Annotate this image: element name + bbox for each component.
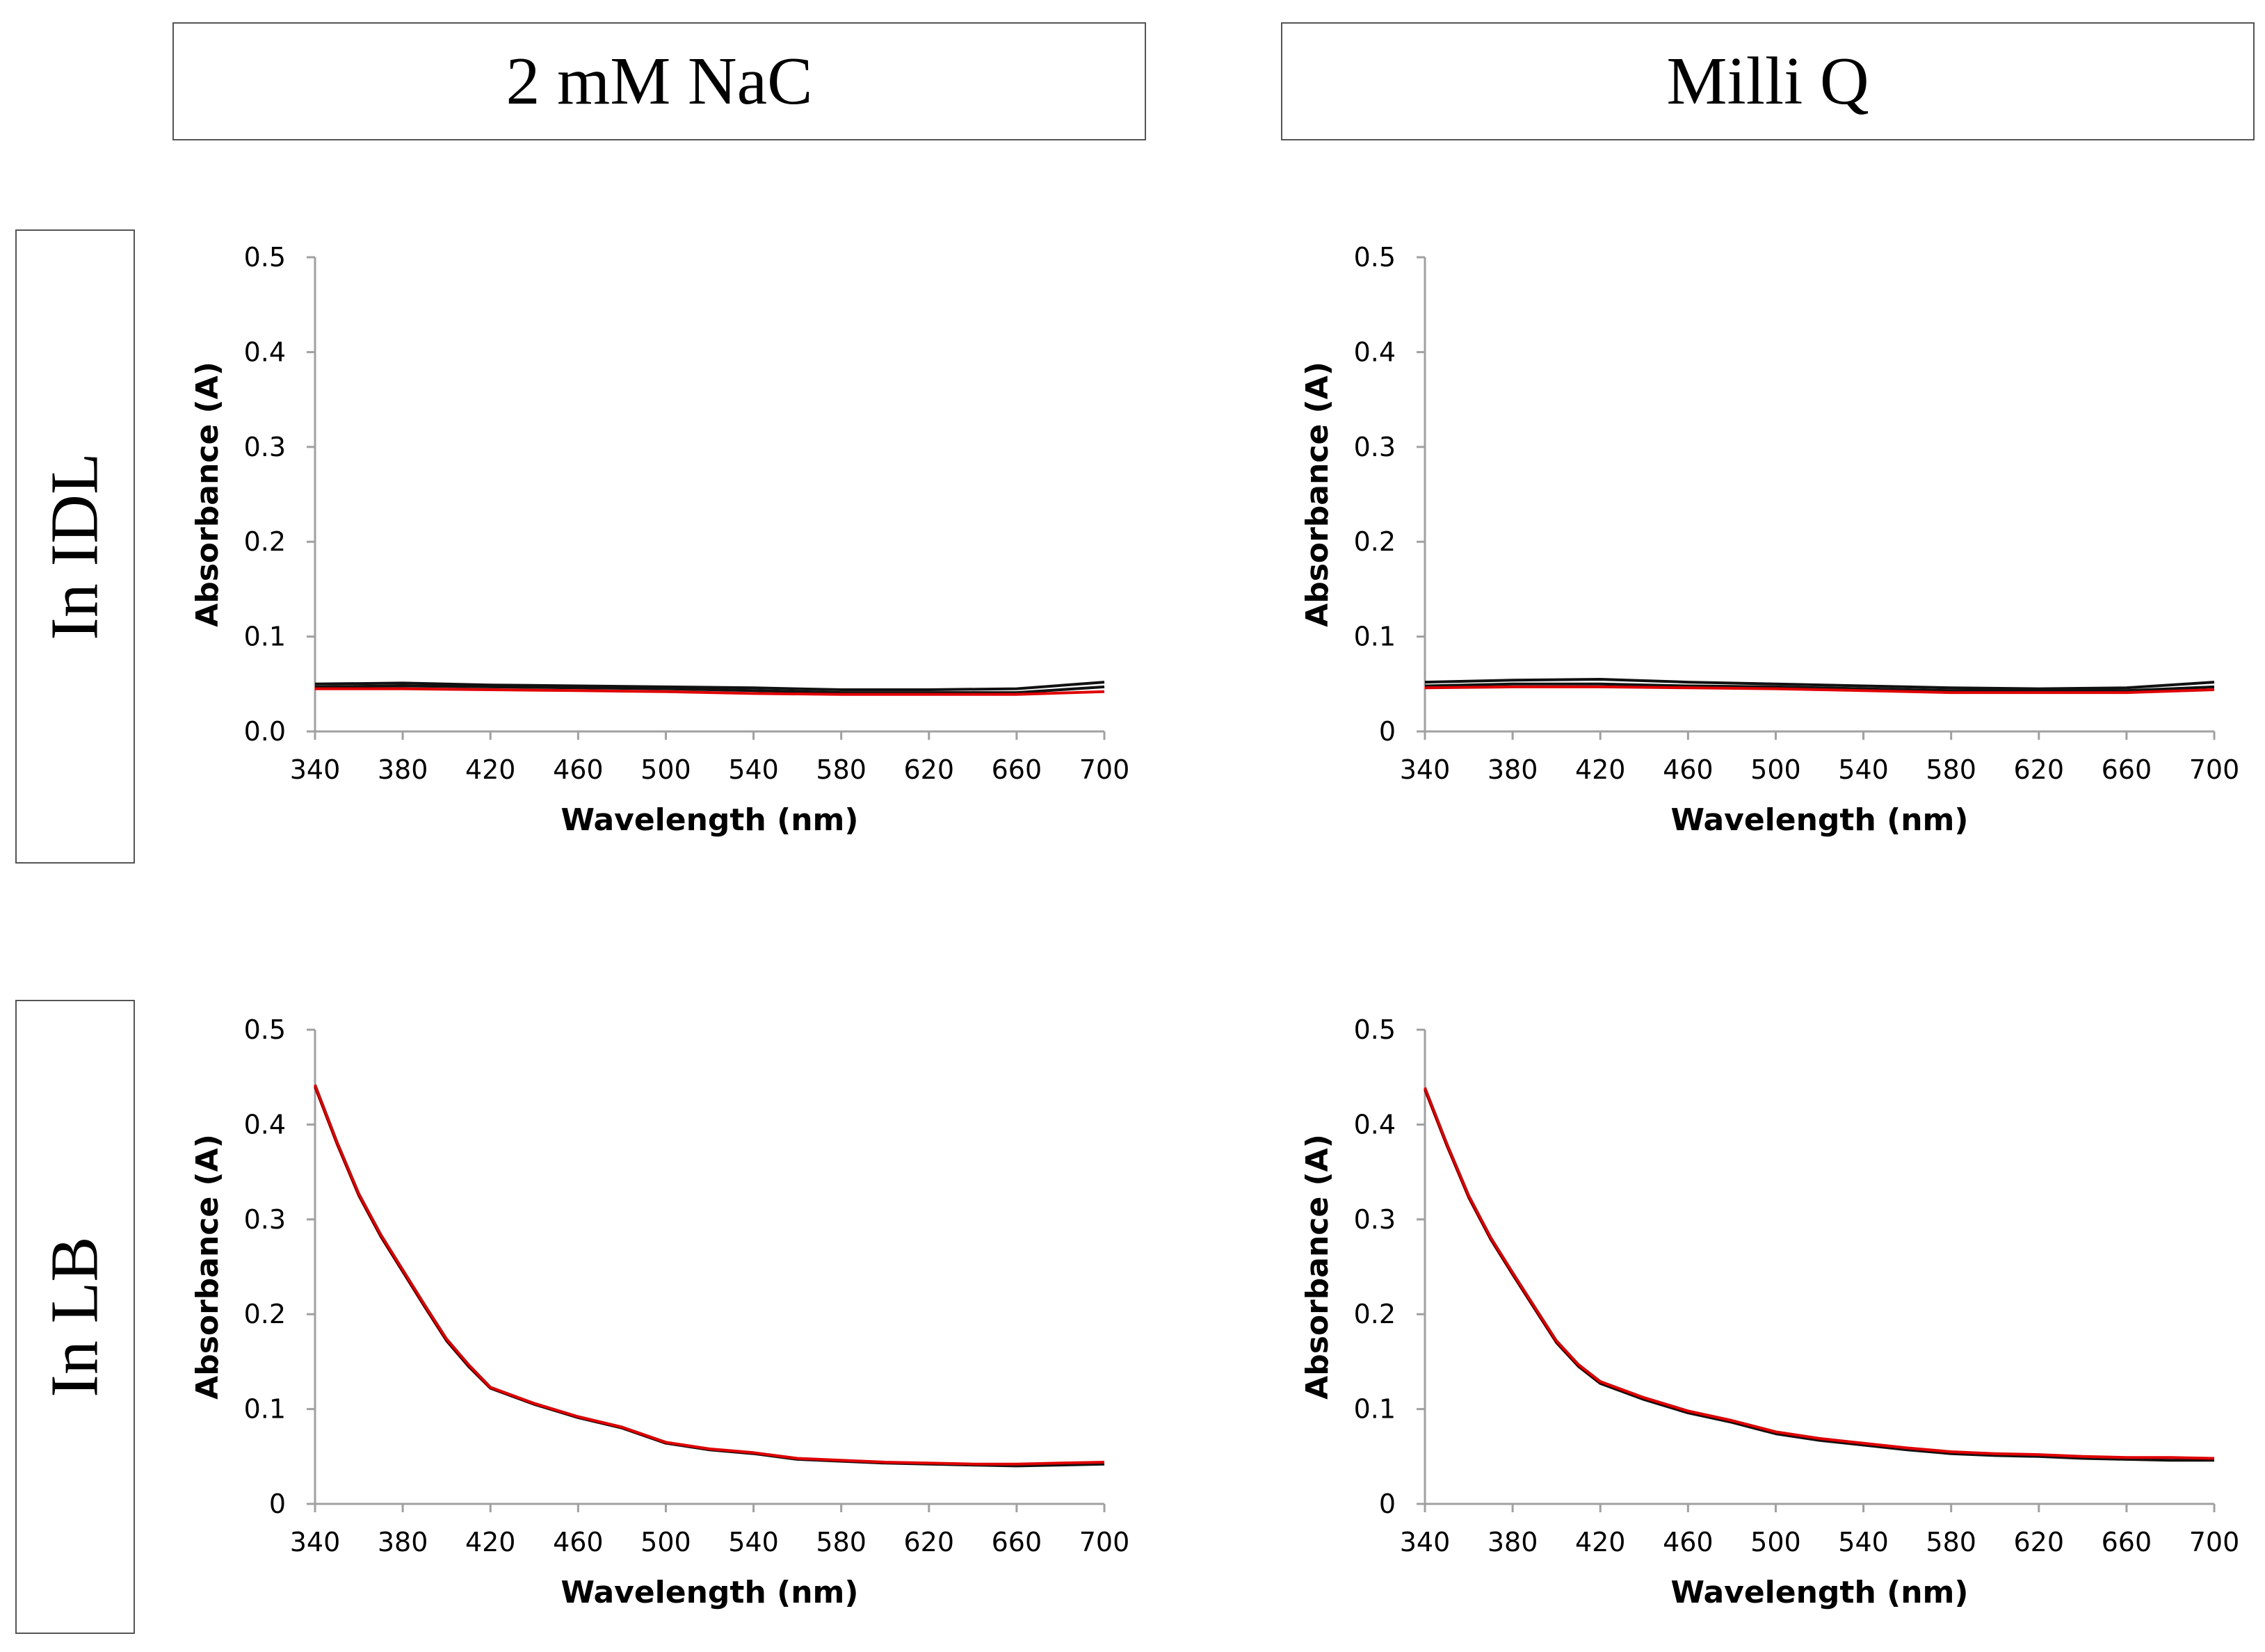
- y-tick-label: 0.5: [244, 1014, 286, 1045]
- y-tick-label: 0: [1379, 1489, 1396, 1519]
- y-tick-label: 0.3: [1354, 1204, 1396, 1235]
- x-tick-label: 420: [1575, 1527, 1626, 1557]
- series-line-black: [314, 1086, 1105, 1468]
- chart-panel-0: 0.0 0.1 0.2 0.3 0.4 0.5 340 380 420 460 500 540 580 6…: [190, 242, 1129, 838]
- x-tick-label: 660: [992, 1527, 1042, 1557]
- y-tick-label: 0.5: [1354, 1014, 1396, 1045]
- y-tick-label: 0.1: [1354, 1394, 1396, 1425]
- x-tick-label: 380: [378, 754, 428, 785]
- y-tick-label: 0.2: [1354, 526, 1396, 557]
- y-tick-label: 0.1: [1354, 622, 1396, 652]
- series-line-black-2: [314, 684, 1105, 695]
- x-tick-label: 540: [1838, 754, 1889, 785]
- x-tick-label: 580: [816, 754, 866, 785]
- x-tick-label: 460: [553, 1527, 604, 1557]
- x-tick-label: 580: [1926, 1527, 1976, 1557]
- x-tick-label: 620: [904, 754, 955, 785]
- column-header-milliq: Milli Q: [1281, 22, 2255, 140]
- x-tick-label: 380: [1488, 1527, 1538, 1557]
- series-line-black-2: [1424, 682, 2215, 693]
- series-line-red: [1424, 685, 2215, 695]
- y-tick-label: 0.3: [244, 1204, 286, 1235]
- row-header-lb: In LB: [15, 1000, 135, 1634]
- series-line-red: [315, 687, 1105, 696]
- x-tick-label: 620: [2014, 1527, 2065, 1557]
- x-tick-label: 340: [290, 754, 341, 785]
- x-tick-label: 500: [1750, 754, 1801, 785]
- x-tick-label: 580: [1926, 754, 1976, 785]
- y-tick-label: 0.2: [1354, 1299, 1396, 1329]
- y-tick-label: 0.4: [244, 1109, 286, 1140]
- x-tick-label: 620: [2014, 754, 2065, 785]
- chart-panel-1: 0 0.1 0.2 0.3 0.4 0.5 340 380 420 460 500 540 580 620…: [1300, 242, 2239, 838]
- y-tick-label: 0.3: [244, 432, 286, 462]
- y-axis-title: Absorbance (A): [190, 362, 225, 627]
- x-tick-label: 540: [728, 1527, 779, 1557]
- y-tick-label: 0.2: [244, 526, 286, 557]
- series-line-black: [1424, 1089, 2214, 1462]
- row-header-idl: In IDL: [15, 229, 135, 864]
- x-tick-label: 660: [2102, 754, 2152, 785]
- x-tick-label: 460: [553, 754, 604, 785]
- series-line-red: [314, 1084, 1105, 1466]
- series-line-red: [1424, 1087, 2215, 1460]
- x-tick-label: 460: [1663, 1527, 1714, 1557]
- column-header-milliq-label: Milli Q: [1666, 44, 1869, 119]
- y-axis-title: Absorbance (A): [1300, 362, 1335, 627]
- x-axis-title: Wavelength (nm): [1671, 802, 1969, 838]
- x-tick-label: 540: [728, 754, 779, 785]
- y-axis-title: Absorbance (A): [1300, 1134, 1335, 1400]
- y-tick-label: 0.4: [244, 337, 286, 367]
- chart-panel-2: 0 0.1 0.2 0.3 0.4 0.5 340 380 420 460 500 540 580 620…: [190, 1014, 1129, 1610]
- x-axis-title: Wavelength (nm): [561, 802, 859, 838]
- x-tick-label: 500: [640, 754, 691, 785]
- x-tick-label: 420: [1575, 754, 1626, 785]
- x-axis-title: Wavelength (nm): [561, 1575, 859, 1610]
- x-tick-label: 380: [1488, 754, 1538, 785]
- y-tick-label: 0: [1379, 716, 1396, 747]
- x-tick-label: 420: [465, 754, 516, 785]
- y-tick-label: 0.4: [1354, 1109, 1396, 1140]
- x-tick-label: 700: [2189, 754, 2240, 785]
- x-tick-label: 700: [1079, 754, 1130, 785]
- x-tick-label: 500: [640, 1527, 691, 1557]
- x-tick-label: 340: [290, 1527, 341, 1557]
- column-header-nac: 2 mM NaC: [172, 22, 1146, 140]
- chart-panel-3: 0 0.1 0.2 0.3 0.4 0.5 340 380 420 460 500 540 580 620…: [1300, 1014, 2239, 1610]
- x-tick-label: 420: [465, 1527, 516, 1557]
- y-tick-label: 0.4: [1354, 337, 1396, 367]
- y-tick-label: 0.5: [1354, 242, 1396, 273]
- y-tick-label: 0.2: [244, 1299, 286, 1329]
- x-tick-label: 660: [992, 754, 1042, 785]
- x-tick-label: 620: [904, 1527, 955, 1557]
- x-tick-label: 460: [1663, 754, 1714, 785]
- y-tick-label: 0.1: [244, 622, 286, 652]
- x-tick-label: 540: [1838, 1527, 1889, 1557]
- x-tick-label: 700: [2189, 1527, 2240, 1557]
- y-tick-label: 0: [269, 1489, 286, 1519]
- x-tick-label: 340: [1400, 754, 1451, 785]
- column-header-nac-label: 2 mM NaC: [506, 44, 813, 119]
- x-tick-label: 700: [1079, 1527, 1130, 1557]
- y-tick-label: 0.3: [1354, 432, 1396, 462]
- y-tick-label: 0.1: [244, 1394, 286, 1425]
- x-tick-label: 340: [1400, 1527, 1451, 1557]
- x-tick-label: 380: [378, 1527, 428, 1557]
- x-axis-title: Wavelength (nm): [1671, 1575, 1969, 1610]
- x-tick-label: 500: [1750, 1527, 1801, 1557]
- series-line-black-1: [314, 681, 1105, 691]
- series-line-black-1: [1424, 678, 2215, 690]
- y-axis-title: Absorbance (A): [190, 1134, 225, 1400]
- x-tick-label: 660: [2102, 1527, 2152, 1557]
- y-tick-label: 0.5: [244, 242, 286, 273]
- y-tick-label: 0.0: [244, 716, 286, 747]
- x-tick-label: 580: [816, 1527, 866, 1557]
